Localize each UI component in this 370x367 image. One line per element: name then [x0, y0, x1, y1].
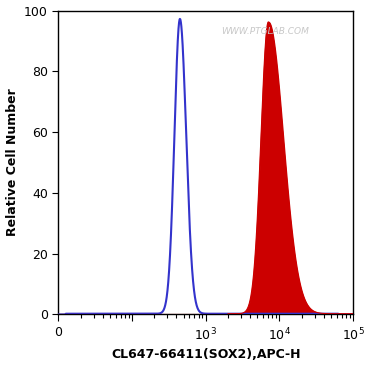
X-axis label: CL647-66411(SOX2),APC-H: CL647-66411(SOX2),APC-H — [111, 348, 300, 361]
Text: WWW.PTGLAB.COM: WWW.PTGLAB.COM — [221, 27, 309, 36]
Y-axis label: Relative Cell Number: Relative Cell Number — [6, 89, 18, 236]
